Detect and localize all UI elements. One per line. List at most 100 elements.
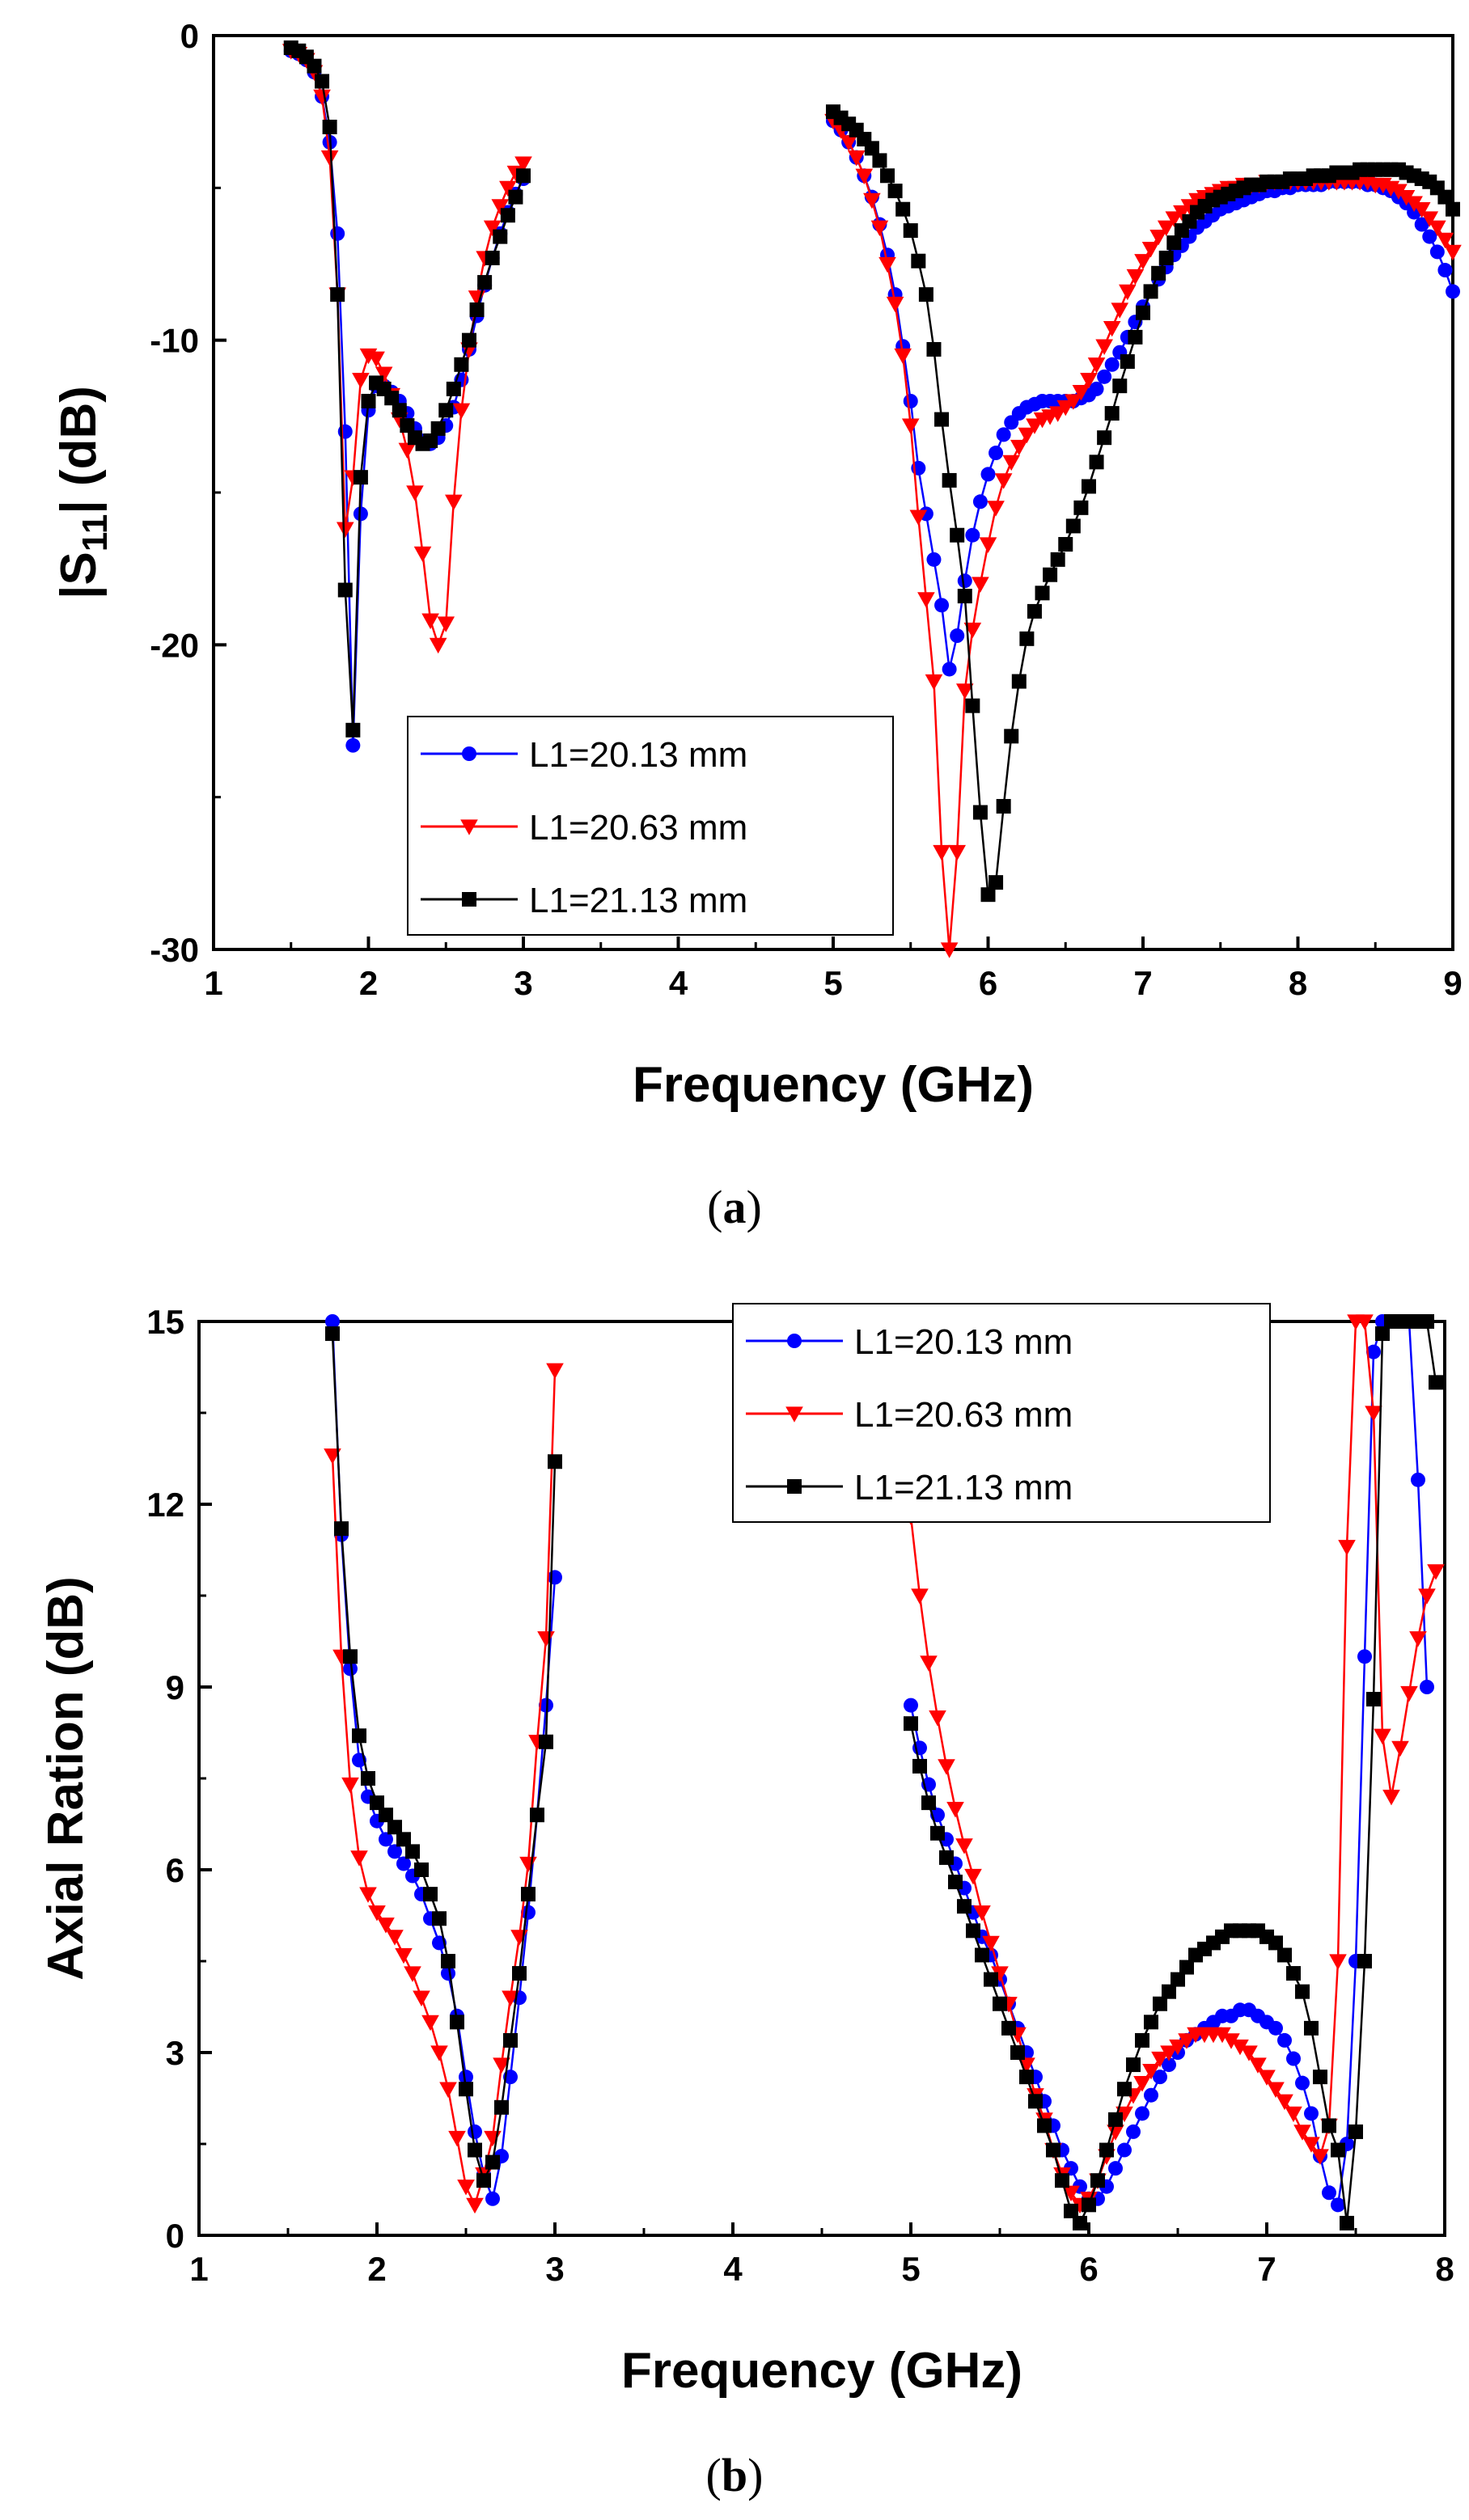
data-point <box>1436 232 1454 249</box>
data-point <box>1080 372 1098 389</box>
data-point <box>987 501 1005 517</box>
data-point <box>483 220 502 237</box>
data-point <box>508 189 523 205</box>
panel-label-b: (b) <box>706 2449 764 2501</box>
data-point <box>315 74 330 89</box>
data-point <box>930 1825 945 1841</box>
data-point <box>1418 1588 1436 1605</box>
data-point <box>1366 1692 1381 1707</box>
data-point <box>1126 2057 1141 2073</box>
data-point <box>1348 2124 1363 2139</box>
data-point <box>446 381 461 396</box>
data-point <box>361 394 376 408</box>
data-point <box>887 184 903 199</box>
y-tick-label: -30 <box>150 931 199 969</box>
series-l1-21-13-mm <box>325 1314 1443 2230</box>
data-point <box>445 494 463 511</box>
data-point <box>439 2082 457 2098</box>
data-point <box>307 58 322 74</box>
data-point <box>921 1795 936 1811</box>
data-point <box>917 592 935 608</box>
data-point <box>1293 2125 1311 2141</box>
data-point <box>950 628 965 644</box>
data-point <box>387 1844 402 1859</box>
data-point <box>957 1899 972 1914</box>
data-point <box>548 1570 562 1585</box>
data-point <box>1134 254 1152 270</box>
data-point <box>398 442 417 459</box>
data-point <box>466 2197 484 2214</box>
legend-label: L1=20.13 mm <box>529 735 747 775</box>
x-tick-label: 6 <box>979 964 997 1002</box>
data-point <box>1422 229 1437 244</box>
legend-b: L1=20.13 mm L1=20.63 mm L1=21.13 mm <box>732 1303 1271 1523</box>
data-point <box>1420 211 1439 227</box>
data-point <box>878 256 896 273</box>
legend-label: L1=20.63 mm <box>529 808 747 848</box>
data-point <box>1141 242 1160 258</box>
data-point <box>1035 586 1050 601</box>
series-line <box>832 120 1454 670</box>
data-point <box>1073 500 1089 515</box>
data-point <box>514 156 532 172</box>
data-point <box>1276 2094 1293 2111</box>
data-point <box>934 598 950 613</box>
data-point <box>396 1832 411 1847</box>
data-point <box>404 1966 421 1982</box>
data-point <box>379 1808 393 1823</box>
x-tick-label: 3 <box>514 964 532 1002</box>
data-point <box>1153 2070 1167 2085</box>
data-point <box>1420 1314 1434 1329</box>
data-point <box>964 1868 982 1885</box>
x-tick-label: 5 <box>823 964 842 1002</box>
data-point <box>1374 1728 1391 1745</box>
data-point <box>441 1966 455 1981</box>
data-point <box>894 348 912 365</box>
data-point <box>1429 220 1446 237</box>
x-axis-label-a: Frequency (GHz) <box>633 1057 1034 1113</box>
x-tick-label: 6 <box>1079 2250 1098 2288</box>
data-point <box>980 467 996 482</box>
data-point <box>1097 430 1112 446</box>
data-point <box>493 229 508 244</box>
data-point <box>1268 1935 1283 1951</box>
data-point <box>950 527 965 543</box>
data-point <box>1322 2185 1336 2201</box>
data-point <box>1267 2082 1285 2098</box>
data-point <box>1002 455 1021 471</box>
data-point <box>957 573 972 589</box>
data-point <box>353 470 368 485</box>
data-point <box>325 1314 340 1329</box>
data-point <box>1112 378 1128 394</box>
data-point <box>1331 2197 1345 2213</box>
data-point <box>345 722 361 738</box>
data-point <box>353 506 368 522</box>
data-point <box>1222 2033 1240 2049</box>
data-point <box>1019 2070 1034 2085</box>
data-point <box>1437 189 1453 205</box>
data-point <box>477 275 493 290</box>
data-point <box>972 494 988 509</box>
data-point <box>840 135 857 151</box>
y-label-part-1: |S <box>51 552 108 599</box>
data-point <box>895 201 911 217</box>
data-point <box>430 2045 448 2061</box>
y-tick-label: -10 <box>150 322 199 360</box>
data-point <box>1135 2032 1149 2048</box>
data-point <box>320 150 339 167</box>
data-point <box>1340 2215 1354 2230</box>
data-point <box>1171 1972 1185 1987</box>
data-point <box>934 412 950 427</box>
series-l1-20-13-mm <box>325 1314 1434 2213</box>
data-point <box>1104 406 1120 421</box>
y-label-subscript: 11 <box>75 514 115 552</box>
data-point <box>377 1917 395 1934</box>
data-point <box>972 577 989 593</box>
data-point <box>1304 2106 1319 2121</box>
data-point <box>1302 2137 1320 2153</box>
data-point <box>1414 217 1429 232</box>
y-tick-label: -20 <box>150 626 199 664</box>
legend-marker <box>462 746 476 761</box>
x-tick-label: 2 <box>359 964 378 1002</box>
